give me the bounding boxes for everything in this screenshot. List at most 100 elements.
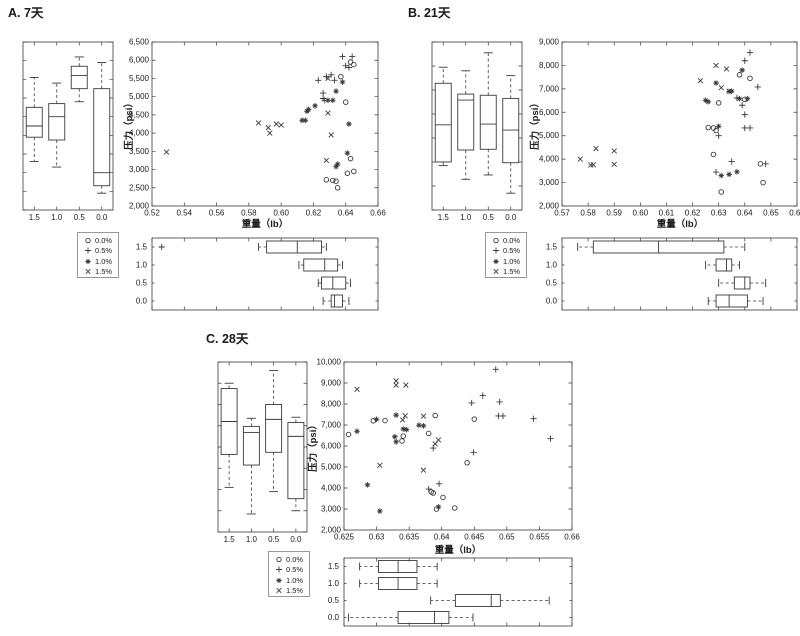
box (434, 82, 452, 163)
star-marker-icon (346, 152, 349, 155)
x-tick-label: 0.56 (209, 209, 225, 218)
x-tick-label: 0.655 (529, 533, 550, 542)
weight-boxplot: 1.5 1.0 0.5 0.0 (136, 237, 379, 311)
panel-c-x-axis-label: 重量（lb） (434, 545, 482, 556)
y-tick-label: 4,000 (129, 129, 150, 138)
y-tick-label: 4,000 (321, 484, 342, 493)
legend-entry: 0.5% (491, 246, 526, 257)
circle-marker-icon (338, 73, 344, 80)
circle-marker-icon (493, 237, 499, 243)
x-tick-label: 0.64 (737, 209, 753, 218)
plus-marker-icon (276, 566, 282, 573)
weight-boxplot-frame (343, 557, 573, 627)
circle-marker-icon (471, 416, 478, 422)
panel-a-legend: 0.0% 0.5% 1.0% 1.5% (77, 232, 119, 278)
x-tick-label: 0.66 (564, 533, 580, 542)
x-marker-icon (493, 269, 499, 275)
x-tick-label: 0.62 (685, 209, 701, 218)
category-tick-label: 0.5 (74, 213, 86, 222)
star-marker-icon (395, 414, 398, 417)
star-marker-icon (347, 123, 350, 125)
star-marker-icon (717, 125, 720, 128)
x-tick-label: 0.52 (144, 209, 160, 218)
x-tick-label: 0.645 (464, 533, 485, 542)
panel-a-y-axis-label: 压力（psi） (124, 98, 135, 150)
star-marker-icon (336, 163, 339, 166)
x-marker-icon (420, 467, 427, 473)
x-marker-icon (611, 161, 617, 168)
x-tick-label: 0.63 (711, 209, 727, 218)
box (265, 404, 283, 453)
star-marker-icon (331, 99, 334, 102)
legend-entry: 0.0% (491, 235, 526, 246)
y-tick-label: 5,000 (539, 131, 560, 140)
circle-marker-icon (451, 505, 458, 511)
category-tick-label: 0.0 (96, 213, 108, 222)
legend-label: 1.0% (95, 256, 113, 266)
category-tick-label: 0.5 (136, 279, 148, 288)
panel-a-x-axis-label: 重量（lb） (241, 219, 289, 230)
category-tick-label: 0.0 (328, 613, 340, 622)
legend-label: 0.5% (503, 246, 521, 256)
x-marker-icon (713, 62, 719, 69)
circle-marker-icon (713, 127, 719, 134)
y-tick-label: 5,000 (321, 463, 342, 472)
legend-label: 1.5% (503, 267, 521, 277)
star-marker-icon (278, 579, 280, 582)
star-marker-icon (356, 430, 359, 433)
box (733, 276, 751, 290)
x-tick-label: 0.60 (633, 209, 649, 218)
box (266, 240, 322, 254)
circle-marker-icon (342, 99, 349, 105)
x-marker-icon (267, 130, 273, 136)
y-tick-label: 4,000 (539, 155, 560, 164)
pressure-boxplot: 1.5 1.0 0.5 0.0 (217, 361, 308, 544)
star-marker-icon (335, 165, 338, 168)
y-tick-label: 2,500 (129, 183, 150, 192)
x-marker-icon (593, 145, 599, 152)
x-marker-icon (85, 269, 91, 275)
pressure-boxplot-frame (217, 361, 308, 533)
legend-label: 0.5% (95, 246, 113, 256)
x-tick-label: 0.61 (659, 209, 675, 218)
star-marker-icon (304, 119, 307, 122)
category-tick-label: 0.0 (546, 297, 558, 306)
plus-marker-icon (547, 435, 554, 442)
category-tick-label: 1.0 (460, 213, 472, 222)
box (330, 294, 343, 308)
x-tick-label: 0.66 (370, 209, 386, 218)
category-tick-label: 0.5 (268, 535, 280, 544)
panel-b-legend: 0.0% 0.5% 1.0% 1.5% (485, 232, 527, 278)
star-marker-icon (375, 418, 378, 421)
circle-marker-icon (276, 556, 282, 562)
circle-marker-icon (347, 155, 354, 162)
category-tick-label: 1.5 (438, 213, 450, 222)
x-marker-icon (611, 148, 617, 154)
legend-entry: 1.0% (83, 256, 118, 267)
x-tick-label: 0.65 (763, 209, 779, 218)
y-tick-label: 6,000 (129, 56, 150, 65)
box (715, 258, 733, 272)
plus-marker-icon (492, 366, 499, 373)
star-marker-icon (707, 100, 710, 103)
star-marker-icon (746, 97, 749, 100)
x-marker-icon (403, 382, 409, 388)
x-marker-icon (432, 441, 438, 447)
plus-marker-icon (741, 111, 748, 118)
plus-marker-icon (739, 102, 746, 109)
x-tick-label: 0.57 (554, 209, 570, 218)
star-marker-icon (738, 97, 741, 100)
x-marker-icon (163, 149, 170, 155)
x-marker-icon (493, 269, 499, 275)
plus-marker-icon (479, 392, 486, 399)
circle-marker-icon (736, 72, 743, 78)
star-marker-icon (493, 258, 499, 264)
scatter-plot: 0.625 0.63 0.635 0.64 0.645 0.65 0.655 0.66 2,00… (317, 358, 581, 542)
box (479, 94, 497, 150)
weight-boxplot-frame (151, 237, 379, 311)
pressure-boxplot-frame (22, 41, 114, 211)
plus-marker-icon (496, 398, 503, 405)
y-tick-label: 3,000 (539, 178, 560, 187)
circle-marker-icon (399, 438, 405, 444)
star-marker-icon (276, 577, 282, 583)
